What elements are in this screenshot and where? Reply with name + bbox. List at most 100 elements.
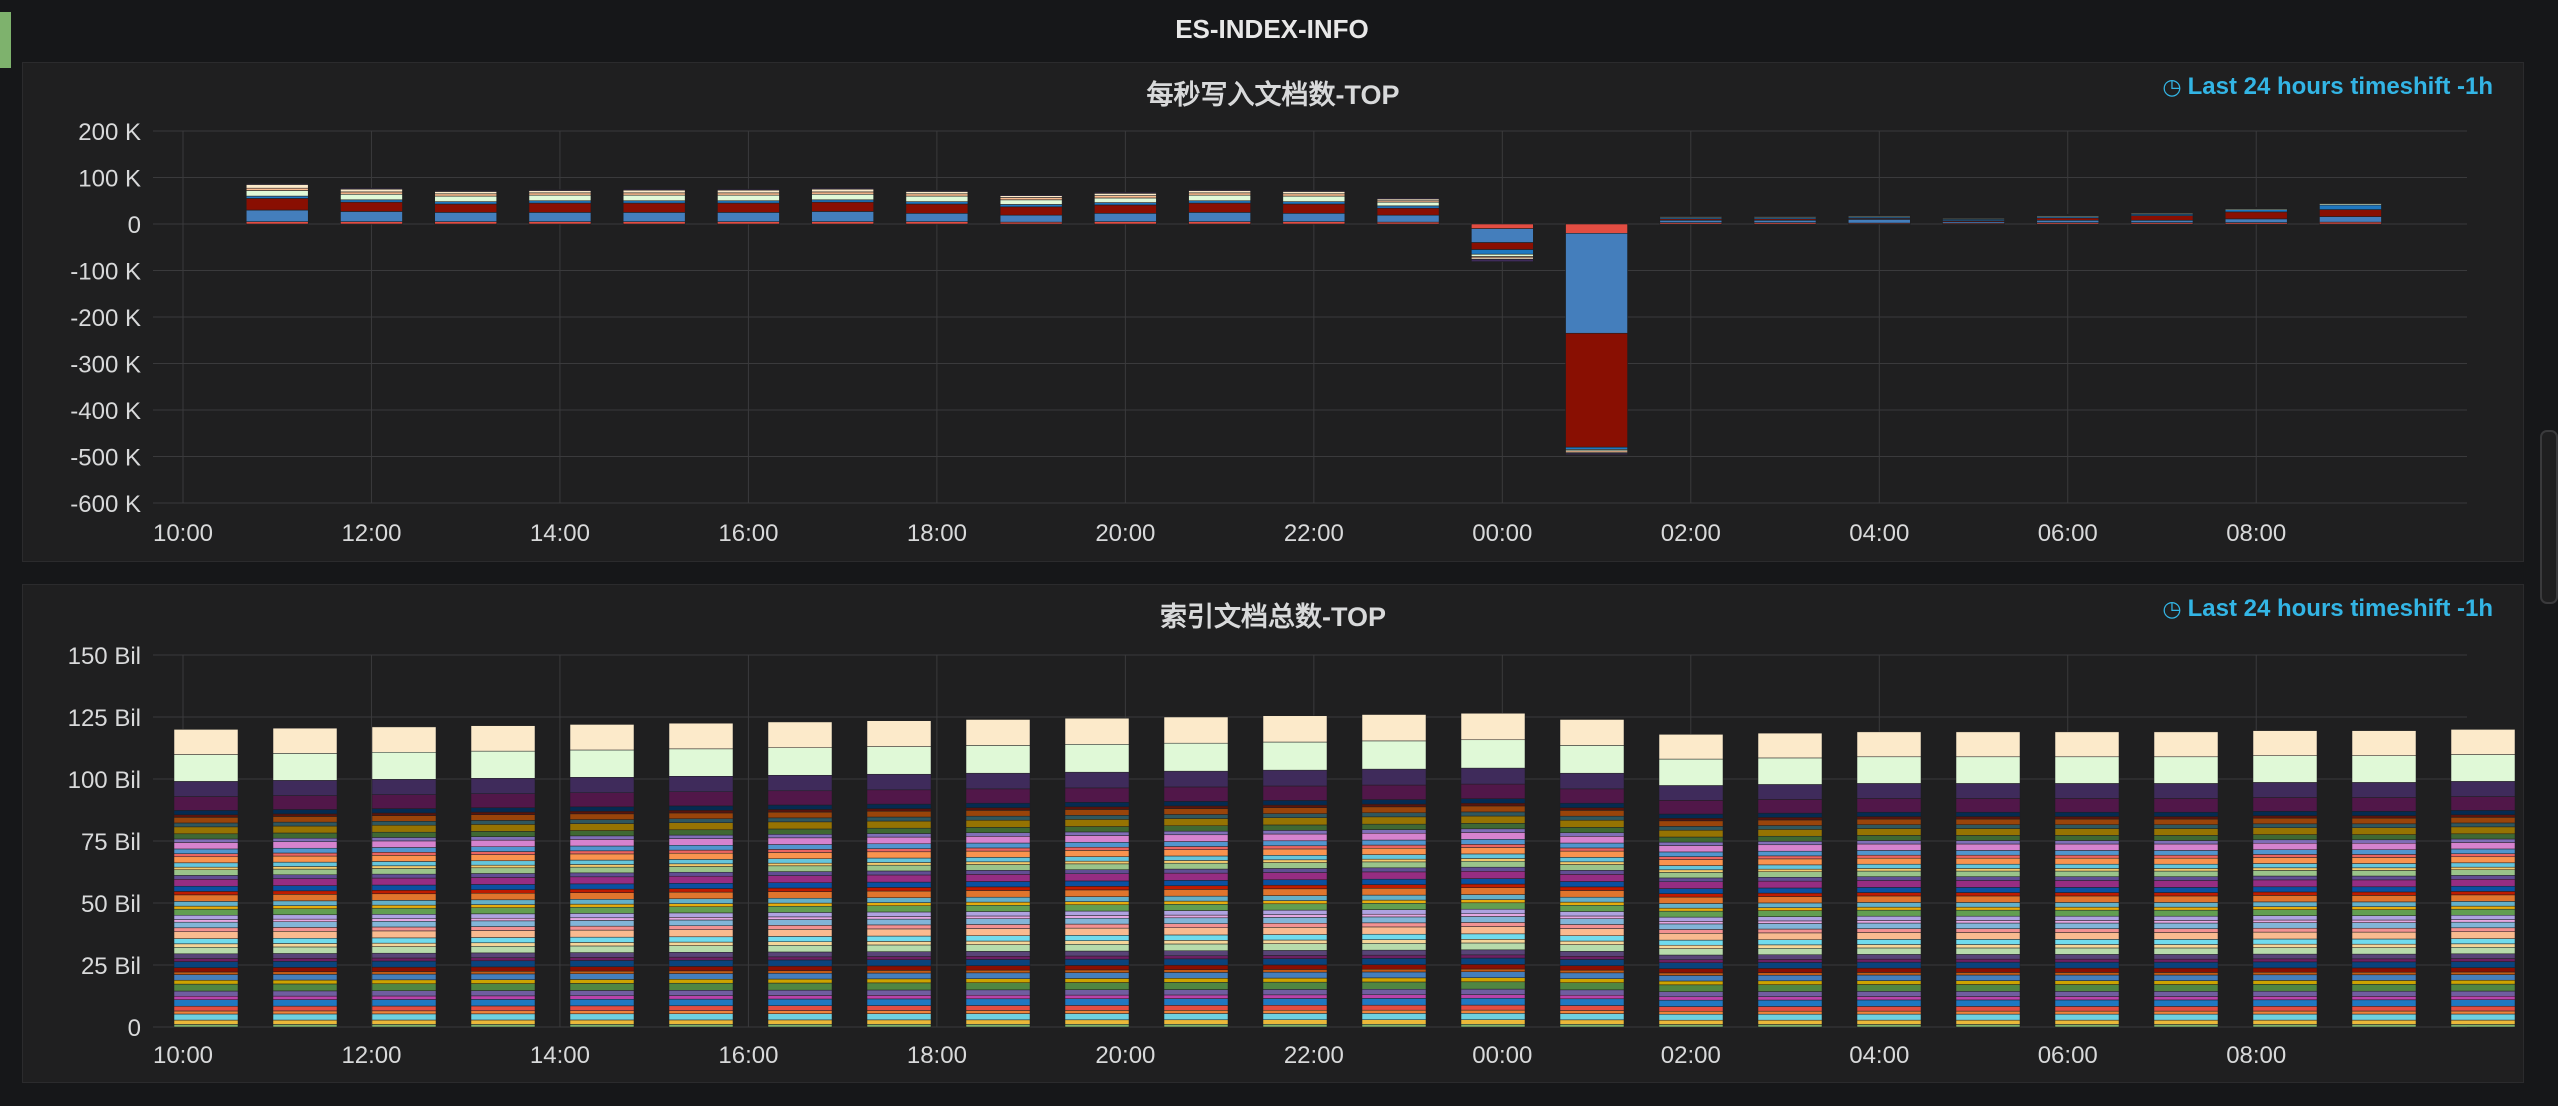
bar-segment — [1376, 207, 1440, 216]
bar-segment — [371, 1019, 437, 1025]
bars — [245, 183, 2382, 455]
bar-segment — [1163, 934, 1229, 941]
bar-segment — [668, 919, 734, 926]
bar-segment — [866, 951, 932, 957]
bar-segment — [272, 995, 338, 1000]
bar-segment — [569, 973, 635, 980]
bar-segment — [245, 190, 309, 197]
bar-segment — [1856, 996, 1922, 1001]
x-tick-label: 00:00 — [1472, 1042, 1532, 1069]
bar-segment — [1955, 824, 2021, 829]
bar-segment — [1064, 846, 1130, 851]
bar-segment — [173, 822, 239, 828]
bar-segment — [767, 945, 833, 953]
bar-segment — [2153, 731, 2219, 758]
bar-segment — [1460, 939, 1526, 944]
bar-segment — [1361, 867, 1427, 873]
bar-segment — [1064, 927, 1130, 936]
bar-segment — [2153, 980, 2219, 985]
bar-segment — [1064, 923, 1130, 929]
bar-segment — [470, 920, 536, 927]
bar-segment — [1955, 972, 2021, 976]
panel-title[interactable]: 索引文档总数-TOP — [1159, 602, 1386, 632]
bar-segment — [2351, 1019, 2417, 1025]
bar-segment — [1856, 895, 1922, 903]
bar-segment — [2450, 914, 2516, 920]
bar-segment — [1262, 804, 1328, 808]
bar-segment — [1955, 944, 2021, 949]
bar-segment — [1163, 868, 1229, 874]
bar-segment — [371, 946, 437, 954]
bar-segment — [173, 894, 239, 902]
bar-segment — [866, 874, 932, 883]
bar-segment — [1460, 847, 1526, 855]
row-collapse-marker[interactable] — [0, 12, 11, 68]
bar-segment — [1559, 972, 1625, 979]
bar-segment — [569, 906, 635, 914]
bar-segment — [668, 871, 734, 877]
total-docs-chart[interactable]: 150 Bil 125 Bil 100 Bil 75 Bil 50 Bil 25 Bil 0… — [23, 585, 2523, 1082]
bar-segment — [173, 908, 239, 916]
bar-segment — [866, 836, 932, 845]
bar-segment — [2153, 991, 2219, 997]
bar-segment — [2252, 870, 2318, 877]
bar-segment — [2351, 996, 2417, 1001]
bar-segment — [1163, 978, 1229, 983]
bar-segment — [2153, 961, 2219, 969]
scrollbar[interactable] — [2540, 430, 2558, 604]
bar-segment — [2450, 919, 2516, 923]
timeshift-info: ◷ Last 24 hours timeshift -1h — [2162, 73, 2493, 101]
bar-segment — [668, 791, 734, 807]
bar-segment — [1559, 807, 1625, 811]
bar-segment — [272, 999, 338, 1007]
bar-segment — [2224, 211, 2288, 220]
bar-segment — [2351, 927, 2417, 933]
row-title[interactable]: ES-INDEX-INFO — [1175, 14, 1369, 44]
bar-segment — [1559, 1005, 1625, 1011]
bar-segment — [1361, 803, 1427, 808]
bar-segment — [173, 781, 239, 797]
bar-segment — [1064, 1024, 1130, 1028]
bar-segment — [1856, 876, 1922, 881]
bar-segment — [569, 806, 635, 812]
bar-segment — [1856, 857, 1922, 865]
bar-segment — [1757, 1010, 1823, 1015]
bar-segment — [2036, 213, 2100, 216]
panel-title[interactable]: 每秒写入文档数-TOP — [1146, 80, 1400, 110]
bar-segment — [1955, 1024, 2021, 1028]
bar-segment — [1163, 1013, 1229, 1021]
bar-segment — [2054, 939, 2120, 945]
bar-segment — [1856, 1019, 1922, 1025]
writes-per-second-chart[interactable]: 200 K 100 K 0 -100 K -200 K -300 K -400 K -500 … — [23, 63, 2523, 561]
bar-segment — [965, 847, 1031, 852]
bar-segment — [2252, 879, 2318, 888]
x-tick-label: 16:00 — [718, 520, 778, 547]
bar-segment — [371, 990, 437, 997]
bar-segment — [1757, 980, 1823, 985]
bar-segment — [1094, 204, 1157, 214]
bar-segment — [1565, 332, 1628, 448]
bar-segment — [470, 960, 536, 968]
bar-segment — [2153, 843, 2219, 851]
bar-segment — [1757, 855, 1823, 860]
bar-segment — [1955, 906, 2021, 911]
bar-segment — [569, 1024, 635, 1028]
bar-segment — [569, 952, 635, 958]
bar-segment — [767, 989, 833, 996]
bar-segment — [866, 956, 932, 960]
bar-segment — [2054, 984, 2120, 992]
bar-segment — [371, 815, 437, 822]
bar-segment — [470, 930, 536, 938]
bar-segment — [272, 958, 338, 962]
bar-segment — [1064, 915, 1130, 919]
bar-segment — [272, 795, 338, 810]
bar-segment — [1282, 190, 1346, 192]
bar-segment — [668, 966, 734, 972]
bar-segment — [1163, 805, 1229, 809]
bar-segment — [2054, 932, 2120, 940]
bar-segment — [1757, 868, 1823, 872]
bar-segment — [1361, 854, 1427, 860]
bar-segment — [2054, 944, 2120, 949]
bar-segment — [965, 719, 1031, 746]
bar-segment — [569, 850, 635, 855]
